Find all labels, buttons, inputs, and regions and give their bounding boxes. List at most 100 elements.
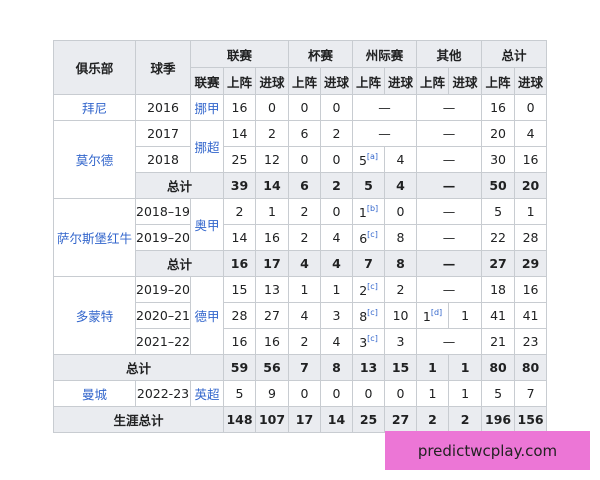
watermark: predictwcplay.com (385, 431, 590, 470)
cell-text: 25 (359, 412, 378, 427)
table-cell: 0 (288, 380, 321, 407)
table-cell: 20 (514, 172, 548, 199)
link[interactable]: 挪超 (194, 140, 220, 155)
link[interactable]: 挪甲 (194, 101, 220, 116)
table-cell: 0 (288, 146, 321, 173)
cell-text: 4 (332, 256, 341, 271)
header-cell: 进球 (514, 67, 548, 95)
cell-text: 16 (231, 100, 248, 115)
cell-text: — (442, 152, 456, 167)
header-cell: 联赛 (190, 40, 289, 68)
link[interactable]: 多蒙特 (75, 309, 114, 324)
header-cell: 上阵 (223, 67, 256, 95)
cell-text: 6 (359, 230, 368, 246)
cell-text: 30 (490, 152, 506, 167)
table-cell: 2[c] (352, 276, 386, 303)
link[interactable]: 拜尼 (81, 101, 107, 116)
cell-text: — (442, 334, 456, 349)
table-cell: 18 (481, 276, 516, 303)
cell-text: 27 (489, 256, 507, 271)
cell-text: 总计 (166, 179, 192, 194)
header-cell: 上阵 (416, 67, 450, 95)
cell-text: 2022-23 (136, 386, 190, 401)
cell-text: — (442, 100, 456, 115)
cell-text: 2 (332, 126, 341, 141)
footnote-link[interactable]: [c] (367, 229, 378, 239)
table-cell: 1 (448, 380, 483, 407)
link[interactable]: 奥甲 (194, 218, 220, 233)
cell-text: 生涯总计 (113, 413, 164, 428)
footnote-link[interactable]: [d] (430, 307, 443, 317)
cell-text: 7 (364, 256, 373, 271)
footnote-link[interactable]: [b] (366, 203, 379, 213)
table-cell: 0 (319, 146, 354, 173)
table-cell: — (416, 94, 483, 121)
cell-text: 1 (332, 282, 341, 297)
club-or-league-link-cell: 拜尼 (53, 94, 136, 121)
cell-text: 15 (391, 360, 410, 375)
table-cell: 0 (514, 94, 548, 121)
table-cell: — (416, 328, 483, 355)
cell-text: 13 (359, 360, 378, 375)
link[interactable]: 英超 (194, 387, 220, 402)
table-cell: — (352, 120, 418, 147)
cell-text: 156 (517, 412, 544, 427)
footnote-link[interactable]: [a] (366, 151, 379, 161)
table-cell: 16 (255, 328, 289, 355)
table-cell: 9 (255, 380, 289, 407)
header-cell: 杯赛 (287, 40, 354, 68)
table-cell: 2022-23 (135, 380, 191, 407)
table-cell: 14 (223, 224, 256, 251)
table-cell: 17 (288, 406, 321, 433)
cell-text: 2021–22 (136, 334, 190, 349)
cell-text: 总计 (501, 47, 527, 63)
table-cell: 148 (223, 406, 256, 433)
cell-text: 0 (300, 100, 309, 115)
cell-text: 15 (231, 282, 248, 297)
cell-text: 0 (364, 386, 373, 401)
table-cell: 56 (255, 354, 289, 381)
cell-text: 20 (521, 178, 540, 193)
table-cell: 5 (481, 380, 516, 407)
cell-text: 148 (226, 412, 253, 427)
table-cell: 107 (255, 406, 289, 433)
table-cell: 2016 (135, 94, 191, 121)
footnote-link[interactable]: [c] (367, 307, 378, 317)
table-cell: 25 (352, 406, 386, 433)
cell-text: 7 (300, 360, 309, 375)
table-cell: 3[c] (352, 328, 386, 355)
table-cell: 16 (223, 94, 256, 121)
cell-text: 5 (358, 152, 367, 168)
table-cell: 6 (288, 172, 321, 199)
link[interactable]: 萨尔斯堡红牛 (56, 231, 132, 246)
cell-text: 8 (396, 230, 405, 245)
cell-text: 59 (230, 360, 249, 375)
table-cell: 2018–19 (135, 198, 191, 225)
link[interactable]: 德甲 (194, 309, 220, 324)
link[interactable]: 曼城 (81, 387, 107, 402)
table-cell: 2017 (135, 120, 191, 147)
link[interactable]: 莫尔德 (75, 153, 114, 168)
club-or-league-link-cell: 莫尔德 (53, 120, 136, 199)
footnote-link[interactable]: [c] (367, 333, 378, 343)
footnote-link[interactable]: [c] (367, 281, 378, 291)
cell-text: 0 (332, 386, 341, 401)
cell-text: 2019–20 (136, 282, 190, 297)
cell-text: 0 (396, 204, 405, 219)
table-cell: 16 (223, 328, 256, 355)
table-cell: 2 (319, 120, 354, 147)
table-cell: 1 (288, 276, 321, 303)
table-cell: 总计 (135, 172, 224, 199)
cell-text: 18 (490, 282, 506, 297)
table-cell: — (416, 198, 483, 225)
table-cell: 27 (384, 406, 418, 433)
table-cell: 4 (319, 250, 354, 277)
table-cell: 14 (319, 406, 354, 433)
cell-text: 56 (263, 360, 281, 375)
cell-text: 0 (396, 386, 405, 401)
club-or-league-link-cell: 挪超 (190, 120, 224, 173)
table-cell: 2 (255, 120, 289, 147)
cell-text: 0 (332, 100, 341, 115)
cell-text: 2018 (147, 152, 179, 167)
table-cell: 3 (319, 302, 354, 329)
